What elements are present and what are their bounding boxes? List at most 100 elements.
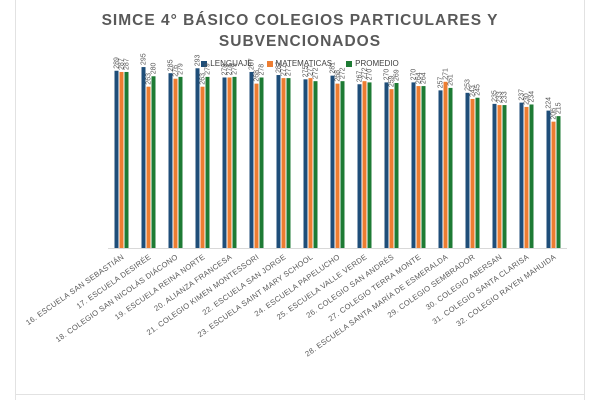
bar-matematicas-17: [551, 121, 556, 248]
data-label-matematicas-13: 271: [443, 68, 450, 80]
bar-matematicas-2: [146, 86, 151, 248]
bar-lenguaje-17: [546, 110, 551, 248]
bar-promedio-14: [475, 97, 480, 248]
bar-promedio-13: [448, 87, 453, 248]
data-label-promedio-12: 264: [421, 72, 428, 84]
bar-promedio-5: [232, 76, 237, 248]
data-label-promedio-10: 270: [367, 69, 374, 81]
bar-matematicas-3: [173, 78, 178, 248]
data-label-matematicas-14: 243: [470, 85, 477, 97]
bar-matematicas-6: [254, 83, 259, 248]
bar-matematicas-12: [416, 86, 421, 248]
bar-promedio-9: [340, 81, 345, 248]
data-label-lenguaje-17: 224: [546, 97, 553, 109]
legend-swatch-matematicas: [266, 60, 273, 67]
data-label-promedio-11: 269: [394, 69, 401, 81]
bar-matematicas-10: [362, 81, 367, 248]
data-label-lenguaje-6: 287: [249, 58, 256, 70]
bar-matematicas-1: [119, 71, 124, 248]
data-label-promedio-6: 278: [259, 64, 266, 76]
bar-lenguaje-5: [222, 77, 227, 249]
bar-matematicas-5: [227, 77, 232, 249]
data-label-matematicas-10: 272: [362, 67, 369, 79]
data-label-promedio-4: 279: [205, 63, 212, 75]
data-label-lenguaje-1: 289: [114, 57, 121, 69]
bar-promedio-17: [556, 116, 561, 248]
chart-title-line-2: SUBVENCIONADOS: [218, 33, 382, 50]
bar-promedio-16: [529, 104, 534, 248]
legend-item-promedio: PROMEDIO: [346, 59, 399, 68]
bar-lenguaje-4: [195, 68, 200, 248]
data-label-matematicas-5: 278: [227, 64, 234, 76]
data-label-promedio-16: 234: [529, 91, 536, 103]
data-label-lenguaje-16: 237: [519, 89, 526, 101]
data-label-promedio-13: 261: [448, 74, 455, 86]
data-label-lenguaje-13: 257: [438, 77, 445, 89]
chart-legend: LENGUAJE MATEMATICAS PROMEDIO: [0, 59, 600, 68]
data-label-lenguaje-14: 253: [465, 79, 472, 91]
data-label-lenguaje-11: 270: [384, 69, 391, 81]
bar-lenguaje-8: [303, 79, 308, 248]
data-label-promedio-8: 272: [313, 67, 320, 79]
bar-promedio-4: [205, 76, 210, 248]
bar-matematicas-8: [308, 78, 313, 248]
data-label-promedio-14: 245: [475, 84, 482, 96]
data-label-matematicas-7: 277: [281, 64, 288, 76]
bar-promedio-11: [394, 83, 399, 248]
data-label-matematicas-1: 287: [119, 58, 126, 70]
data-label-promedio-5: 279: [232, 63, 239, 75]
bar-promedio-1: [124, 71, 129, 248]
bar-promedio-7: [286, 78, 291, 248]
data-label-promedio-2: 280: [151, 62, 158, 74]
legend-item-lenguaje: LENGUAJE: [201, 59, 253, 68]
data-label-lenguaje-12: 270: [411, 69, 418, 81]
bar-lenguaje-12: [411, 82, 416, 249]
data-label-lenguaje-2: 295: [141, 53, 148, 65]
legend-label-promedio: PROMEDIO: [355, 59, 399, 68]
data-label-lenguaje-3: 285: [168, 59, 175, 71]
data-label-lenguaje-4: 293: [195, 55, 202, 67]
bar-promedio-12: [421, 86, 426, 248]
bar-matematicas-16: [524, 106, 529, 249]
bar-promedio-10: [367, 82, 372, 249]
chart-frame: [15, 0, 585, 400]
bar-matematicas-15: [497, 105, 502, 248]
category-label-3: 18. COLEGIO SAN NICOLÁS DIÁCONO: [54, 252, 180, 344]
bar-matematicas-13: [443, 81, 448, 248]
data-label-matematicas-15: 233: [497, 91, 504, 103]
bar-matematicas-9: [335, 83, 340, 248]
data-label-promedio-3: 279: [178, 63, 185, 75]
bar-lenguaje-13: [438, 90, 443, 249]
legend-item-matematicas: MATEMATICAS: [266, 59, 332, 68]
legend-label-lenguaje: LENGUAJE: [210, 59, 253, 68]
legend-swatch-lenguaje: [201, 60, 208, 67]
data-label-promedio-17: 215: [556, 102, 563, 114]
data-label-lenguaje-7: 282: [276, 61, 283, 73]
data-label-promedio-9: 272: [340, 67, 347, 79]
bar-promedio-2: [151, 76, 156, 249]
chart-title: SIMCE 4° BÁSICO COLEGIOS PARTICULARES Y …: [0, 10, 600, 52]
bar-lenguaje-10: [357, 84, 362, 249]
bar-lenguaje-16: [519, 102, 524, 248]
data-label-lenguaje-5: 278: [222, 64, 229, 76]
data-label-matematicas-8: 277: [308, 64, 315, 76]
bar-lenguaje-11: [384, 82, 389, 249]
bar-lenguaje-14: [465, 92, 470, 248]
data-label-lenguaje-8: 275: [303, 66, 310, 78]
bar-matematicas-4: [200, 86, 205, 248]
data-label-promedio-15: 233: [502, 91, 509, 103]
data-label-matematicas-2: 263: [146, 73, 153, 85]
data-label-matematicas-9: 268: [335, 70, 342, 82]
data-label-matematicas-17: 206: [551, 108, 558, 120]
bar-lenguaje-1: [114, 70, 119, 248]
category-label-1: 16. ESCUELA SAN SEBASTIÁN: [24, 252, 126, 327]
bar-promedio-15: [502, 105, 507, 248]
chart-title-line-1: SIMCE 4° BÁSICO COLEGIOS PARTICULARES Y: [101, 12, 499, 29]
legend-swatch-promedio: [346, 60, 353, 67]
bar-lenguaje-2: [141, 67, 146, 248]
bar-lenguaje-3: [168, 73, 173, 248]
data-label-matematicas-11: 259: [389, 75, 396, 87]
data-label-lenguaje-15: 235: [492, 90, 499, 102]
bar-promedio-6: [259, 77, 264, 249]
